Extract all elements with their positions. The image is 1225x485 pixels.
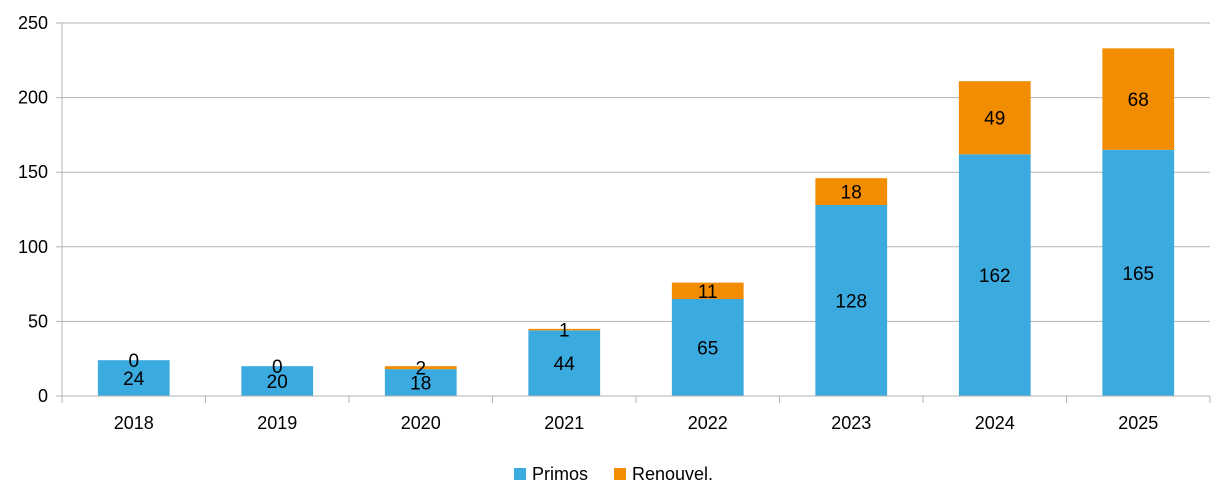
legend: Primos Renouvel. [514,464,713,484]
bar-primos [815,205,888,396]
x-tick-label: 2024 [975,413,1015,433]
data-label: 18 [841,183,862,204]
bar-renouvel- [958,81,1031,155]
legend-label: Renouvel. [632,464,713,484]
gridlines [62,22,1210,322]
x-tick-label: 2020 [401,413,441,433]
y-tick-label: 250 [18,13,48,33]
y-tick-label: 50 [28,311,48,331]
bar-primos [671,299,744,396]
x-tick-label: 2018 [114,413,154,433]
x-tick-label: 2025 [1118,413,1158,433]
y-tick-labels: 0 50 100 150 200 250 [18,13,48,406]
y-tick-label: 150 [18,162,48,182]
bars [97,48,1175,396]
legend-label: Primos [532,464,588,484]
bar-renouvel- [528,328,601,331]
data-label: 24 [123,369,145,390]
data-label: 128 [835,292,867,313]
data-label: 1 [559,321,570,342]
x-tick-labels: 2018 2019 2020 2021 2022 2023 2024 2025 [114,413,1159,433]
y-tick-label: 200 [18,88,48,108]
legend-swatch [514,468,526,480]
data-label: 65 [697,339,718,360]
data-label: 11 [698,282,718,303]
bar-primos [528,330,601,396]
y-tick-label: 0 [38,386,48,406]
data-label: 49 [984,109,1005,130]
bar-renouvel- [671,282,744,300]
bar-renouvel- [815,178,888,206]
legend-swatch [614,468,626,480]
bar-primos [241,366,314,396]
data-label: 20 [267,372,288,393]
data-label: 165 [1122,264,1154,285]
data-label: 2 [415,359,426,380]
x-tick-label: 2022 [688,413,728,433]
data-label: 18 [410,374,431,395]
bar-primos [1102,149,1175,396]
x-tick-label: 2023 [831,413,871,433]
axes [56,22,1211,403]
data-label: 44 [554,354,576,375]
bar-primos [97,360,170,396]
bar-renouvel- [1102,48,1175,150]
data-label: 0 [272,357,283,378]
y-tick-label: 100 [18,237,48,257]
data-label: 0 [128,351,139,372]
bar-primos [958,154,1031,396]
bar-primos [384,369,457,396]
x-tick-label: 2019 [257,413,297,433]
x-tick-label: 2021 [544,413,584,433]
data-label: 162 [979,266,1011,287]
bar-renouvel- [384,366,457,370]
data-label: 68 [1128,90,1149,111]
